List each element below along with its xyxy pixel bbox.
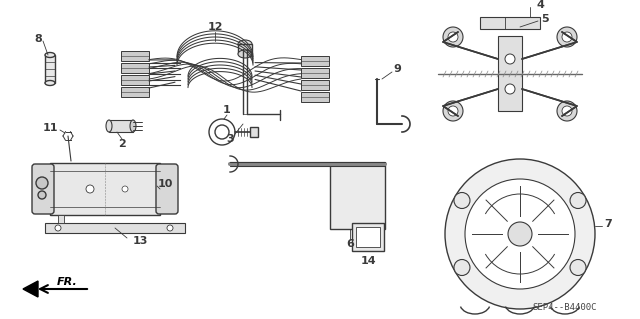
Circle shape [570, 192, 586, 209]
Circle shape [508, 222, 532, 246]
Text: 4: 4 [536, 0, 544, 10]
FancyBboxPatch shape [32, 164, 54, 214]
Circle shape [454, 259, 470, 276]
Circle shape [448, 32, 458, 42]
Ellipse shape [238, 50, 252, 58]
Bar [250, 127, 258, 137]
Circle shape [36, 177, 48, 189]
Text: 7: 7 [604, 219, 612, 229]
Bar [121, 75, 149, 85]
Text: 6: 6 [346, 239, 354, 249]
Bar [238, 44, 252, 54]
Circle shape [167, 225, 173, 231]
Circle shape [505, 54, 515, 64]
Circle shape [443, 101, 463, 121]
Text: SEP4--B4400C: SEP4--B4400C [532, 302, 597, 311]
Text: 3: 3 [226, 134, 234, 144]
Text: 11: 11 [42, 123, 58, 133]
FancyArrowPatch shape [40, 285, 87, 293]
Circle shape [55, 225, 61, 231]
Bar [330, 164, 385, 229]
Bar [121, 87, 149, 97]
Bar [45, 223, 185, 233]
Ellipse shape [130, 120, 136, 132]
Text: 8: 8 [34, 34, 42, 44]
Circle shape [557, 101, 577, 121]
Circle shape [445, 159, 595, 309]
Bar [356, 227, 380, 247]
Bar [301, 68, 329, 78]
Circle shape [570, 259, 586, 276]
Circle shape [443, 27, 463, 47]
Text: 12: 12 [207, 22, 223, 32]
Ellipse shape [238, 40, 252, 48]
Circle shape [38, 191, 46, 199]
Bar [498, 36, 522, 111]
Text: 14: 14 [360, 256, 376, 266]
Circle shape [557, 27, 577, 47]
Bar [301, 56, 329, 66]
Text: 10: 10 [157, 179, 173, 189]
Circle shape [122, 186, 128, 192]
Circle shape [209, 119, 235, 145]
Ellipse shape [45, 80, 55, 85]
Circle shape [86, 185, 94, 193]
Circle shape [562, 32, 572, 42]
Circle shape [465, 179, 575, 289]
Text: 2: 2 [118, 139, 126, 149]
Circle shape [448, 106, 458, 116]
Polygon shape [23, 281, 38, 297]
Bar [121, 51, 149, 61]
Circle shape [454, 192, 470, 209]
Bar [301, 92, 329, 102]
Ellipse shape [106, 120, 112, 132]
Bar [45, 55, 55, 83]
Circle shape [505, 84, 515, 94]
Ellipse shape [45, 53, 55, 57]
Bar [109, 120, 133, 132]
Bar [121, 63, 149, 73]
Bar [50, 163, 160, 215]
Circle shape [562, 106, 572, 116]
Text: 9: 9 [393, 64, 401, 74]
FancyBboxPatch shape [156, 164, 178, 214]
Text: FR.: FR. [57, 277, 77, 287]
Circle shape [215, 125, 229, 139]
Text: 13: 13 [132, 236, 148, 246]
Text: 5: 5 [541, 14, 549, 24]
Bar [58, 215, 64, 223]
Bar [352, 223, 384, 251]
Bar [301, 80, 329, 90]
Text: 1: 1 [223, 105, 231, 115]
Bar [480, 17, 540, 29]
